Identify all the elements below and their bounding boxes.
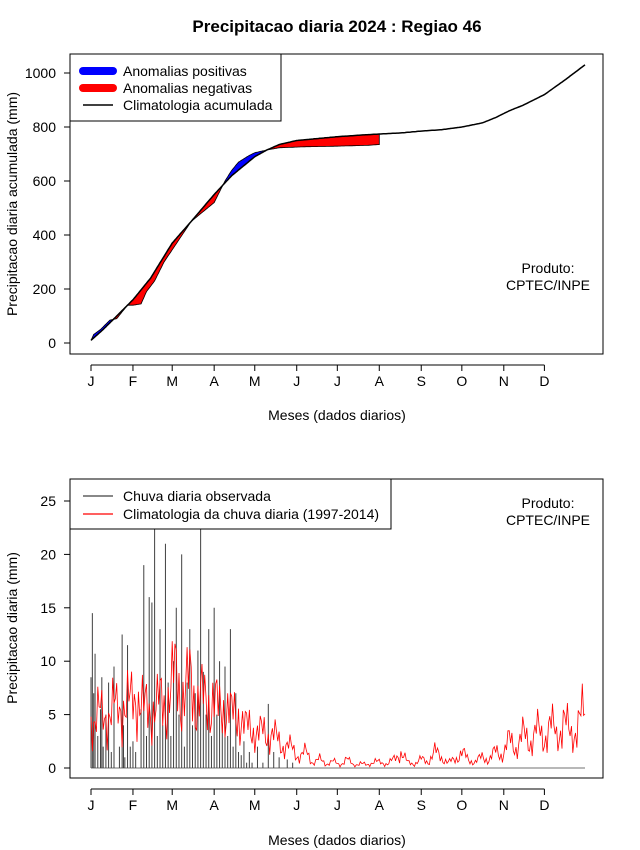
top-y-tick-label-3: 600	[33, 173, 57, 189]
negative-anomaly-area-7	[267, 133, 380, 151]
bottom-x-tick-label-2: M	[166, 797, 178, 813]
top-y-tick-label-2: 400	[33, 227, 57, 243]
daily-precipitation-chart: J F M A M J J A S O N D 0 5 10 15 20 25 Meses (dados dia…	[4, 478, 604, 848]
bottom-x-tick-label-0: J	[88, 797, 95, 813]
legend-positive-label: Anomalias positivas	[123, 63, 247, 79]
bottom-x-tick-label-9: O	[456, 797, 467, 813]
top-y-axis: 0 200 400 600 800 1000	[25, 65, 71, 351]
bottom-y-tick-label-1: 5	[48, 707, 56, 723]
top-x-tick-label-5: J	[293, 373, 300, 389]
top-y-tick-label-0: 0	[48, 335, 56, 351]
cumulative-precipitation-chart: Precipitacao diaria 2024 : Regiao 46 J F M…	[4, 17, 604, 423]
bottom-x-tick-label-1: F	[129, 797, 138, 813]
top-x-tick-label-9: O	[456, 373, 467, 389]
top-product-label-1: Produto:	[522, 260, 575, 276]
top-legend: Anomalias positivas Anomalias negativas …	[69, 53, 282, 122]
climatology-daily-line	[90, 641, 586, 768]
top-y-axis-label: Precipitacao diaria acumulada (mm)	[4, 92, 20, 316]
bottom-x-tick-label-10: N	[499, 797, 509, 813]
top-x-tick-label-11: D	[539, 373, 549, 389]
top-y-tick-label-1: 200	[33, 281, 57, 297]
top-x-tick-label-8: S	[417, 373, 426, 389]
climatology-cumulative-line	[90, 64, 586, 341]
bottom-y-axis-label: Precipitacao diaria (mm)	[4, 552, 20, 704]
top-y-tick-label-4: 800	[33, 119, 57, 135]
top-x-tick-label-3: A	[209, 373, 219, 389]
top-x-tick-label-7: A	[375, 373, 385, 389]
top-x-axis-label: Meses (dados diarios)	[268, 407, 406, 423]
bottom-x-axis-label: Meses (dados diarios)	[268, 832, 406, 848]
bottom-plot-marks	[90, 491, 586, 769]
top-y-tick-label-5: 1000	[25, 65, 56, 81]
bottom-x-tick-label-4: M	[249, 797, 261, 813]
bottom-x-tick-label-6: J	[334, 797, 341, 813]
legend-observed-label: Chuva diaria observada	[123, 488, 271, 504]
top-product-label-2: CPTEC/INPE	[506, 277, 590, 293]
top-x-tick-label-2: M	[166, 373, 178, 389]
top-x-tick-label-4: M	[249, 373, 261, 389]
top-x-tick-label-10: N	[499, 373, 509, 389]
top-x-tick-label-0: J	[88, 373, 95, 389]
bottom-y-axis: 0 5 10 15 20 25	[40, 493, 71, 776]
bottom-legend-box	[69, 478, 392, 530]
bottom-y-tick-label-4: 20	[40, 546, 56, 562]
bottom-y-tick-label-2: 10	[40, 653, 56, 669]
bottom-y-tick-label-0: 0	[48, 760, 56, 776]
legend-negative-label: Anomalias negativas	[123, 80, 252, 96]
bottom-product-label-2: CPTEC/INPE	[506, 512, 590, 528]
top-plot-marks	[90, 64, 586, 341]
chart-title: Precipitacao diaria 2024 : Regiao 46	[192, 17, 481, 36]
bottom-x-tick-label-11: D	[539, 797, 549, 813]
bottom-product-label-1: Produto:	[522, 495, 575, 511]
positive-anomaly-area-6	[223, 148, 269, 186]
legend-daily-climatology-label: Climatologia da chuva diaria (1997-2014)	[123, 506, 379, 522]
bottom-x-tick-label-7: A	[375, 797, 385, 813]
bottom-x-tick-label-8: S	[417, 797, 426, 813]
top-x-tick-label-1: F	[129, 373, 138, 389]
bottom-y-tick-label-3: 15	[40, 600, 56, 616]
bottom-y-tick-label-5: 25	[40, 493, 56, 509]
legend-climatology-label: Climatologia acumulada	[123, 97, 273, 113]
bottom-x-tick-label-5: J	[293, 797, 300, 813]
bottom-x-tick-label-3: A	[209, 797, 219, 813]
top-x-tick-label-6: J	[334, 373, 341, 389]
bottom-legend: Chuva diaria observada Climatologia da c…	[69, 478, 392, 530]
